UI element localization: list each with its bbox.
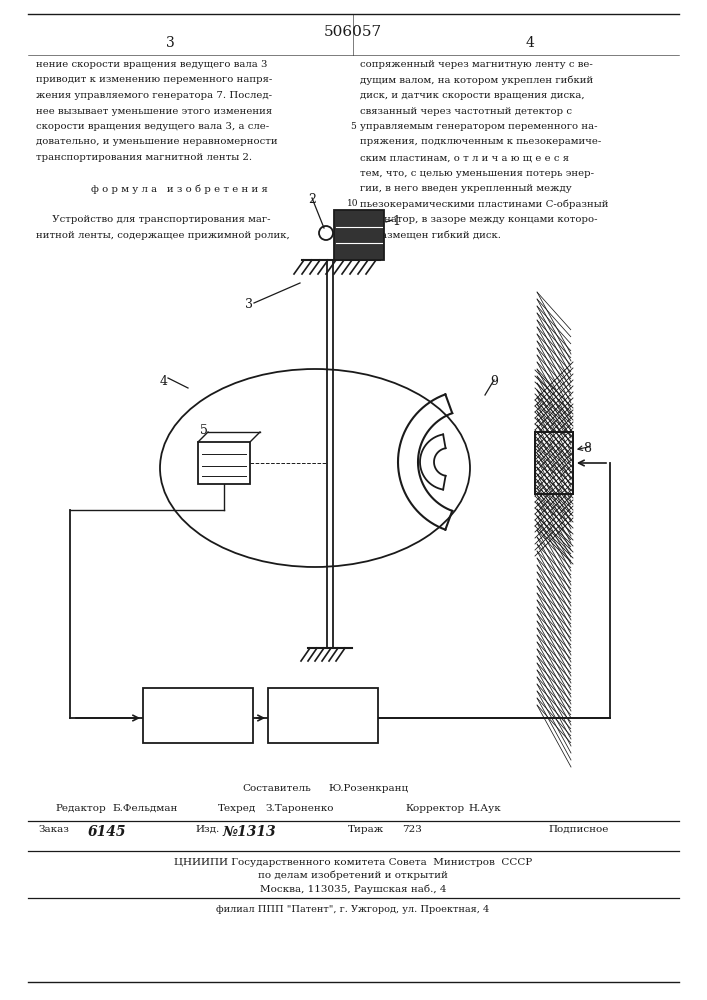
Text: Техред: Техред <box>218 804 256 813</box>
Bar <box>268 688 378 743</box>
Text: 5: 5 <box>200 424 208 437</box>
Text: связанный через частотный детектор с: связанный через частотный детектор с <box>360 106 572 115</box>
Text: Тираж: Тираж <box>348 825 384 834</box>
Text: 506057: 506057 <box>324 25 382 39</box>
Text: скорости вращения ведущего вала 3, а сле-: скорости вращения ведущего вала 3, а сле… <box>36 122 269 131</box>
Text: Москва, 113035, Раушская наб., 4: Москва, 113035, Раушская наб., 4 <box>259 884 446 894</box>
Text: Н.Аук: Н.Аук <box>468 804 501 813</box>
Text: ф о р м у л а   и з о б р е т е н и я: ф о р м у л а и з о б р е т е н и я <box>91 184 268 194</box>
Text: гии, в него введен укрепленный между: гии, в него введен укрепленный между <box>360 184 572 193</box>
Text: Подписное: Подписное <box>548 825 609 834</box>
Text: ЦНИИПИ Государственного комитета Совета  Министров  СССР: ЦНИИПИ Государственного комитета Совета … <box>174 858 532 867</box>
Text: приводит к изменению переменного напря-: приводит к изменению переменного напря- <box>36 76 272 85</box>
Text: филиал ППП "Патент", г. Ужгород, ул. Проектная, 4: филиал ППП "Патент", г. Ужгород, ул. Про… <box>216 905 490 914</box>
Text: пьезокерамическими пластинами С-образный: пьезокерамическими пластинами С-образный <box>360 200 609 209</box>
Text: 1: 1 <box>392 215 400 228</box>
Text: Устройство для транспортирования маг-: Устройство для транспортирования маг- <box>36 215 271 224</box>
Text: 7: 7 <box>317 710 329 728</box>
Text: 4: 4 <box>525 36 534 50</box>
Text: дущим валом, на котором укреплен гибкий: дущим валом, на котором укреплен гибкий <box>360 76 593 85</box>
Text: 2: 2 <box>308 193 316 206</box>
Bar <box>334 210 384 260</box>
Bar <box>535 432 573 494</box>
Text: резонатор, в зазоре между концами которо-: резонатор, в зазоре между концами которо… <box>360 215 597 224</box>
Text: Корректор: Корректор <box>405 804 464 813</box>
Text: транспортирования магнитной ленты 2.: транспортирования магнитной ленты 2. <box>36 153 252 162</box>
Bar <box>535 432 573 494</box>
Text: диск, и датчик скорости вращения диска,: диск, и датчик скорости вращения диска, <box>360 91 585 100</box>
Bar <box>198 442 250 484</box>
Text: 6145: 6145 <box>88 825 127 839</box>
Text: 8: 8 <box>583 442 591 455</box>
Text: Заказ: Заказ <box>38 825 69 834</box>
Bar <box>143 688 253 743</box>
Text: 3: 3 <box>245 298 253 311</box>
Text: Ю.Розенкранц: Ю.Розенкранц <box>328 784 408 793</box>
Text: нение скорости вращения ведущего вала 3: нение скорости вращения ведущего вала 3 <box>36 60 267 69</box>
Bar <box>535 432 573 494</box>
Text: пряжения, подключенным к пьезокерамиче-: пряжения, подключенным к пьезокерамиче- <box>360 137 601 146</box>
Text: Изд.: Изд. <box>195 825 219 834</box>
Text: Редактор: Редактор <box>55 804 106 813</box>
Text: 4: 4 <box>160 375 168 388</box>
Text: нитной ленты, содержащее прижимной ролик,: нитной ленты, содержащее прижимной ролик… <box>36 231 290 239</box>
Text: 723: 723 <box>402 825 422 834</box>
Text: тем, что, с целью уменьшения потерь энер-: тем, что, с целью уменьшения потерь энер… <box>360 168 594 178</box>
Text: 3: 3 <box>165 36 175 50</box>
Text: сопряженный через магнитную ленту с ве-: сопряженный через магнитную ленту с ве- <box>360 60 592 69</box>
Text: по делам изобретений и открытий: по делам изобретений и открытий <box>258 871 448 880</box>
Bar <box>535 432 573 494</box>
Text: нее вызывает уменьшение этого изменения: нее вызывает уменьшение этого изменения <box>36 106 272 115</box>
Text: 10: 10 <box>347 200 358 209</box>
Text: 9: 9 <box>490 375 498 388</box>
Text: довательно, и уменьшение неравномерности: довательно, и уменьшение неравномерности <box>36 137 278 146</box>
Text: З.Тароненко: З.Тароненко <box>265 804 334 813</box>
Text: №1313: №1313 <box>222 825 276 839</box>
Text: Составитель: Составитель <box>242 784 311 793</box>
Text: ским пластинам, о т л и ч а ю щ е е с я: ским пластинам, о т л и ч а ю щ е е с я <box>360 153 569 162</box>
Text: жения управляемого генератора 7. Послед-: жения управляемого генератора 7. Послед- <box>36 91 272 100</box>
Text: 6: 6 <box>192 710 204 728</box>
Text: го размещен гибкий диск.: го размещен гибкий диск. <box>360 231 501 240</box>
Text: управляемым генератором переменного на-: управляемым генератором переменного на- <box>360 122 597 131</box>
Text: Б.Фельдман: Б.Фельдман <box>112 804 177 813</box>
Text: 5: 5 <box>350 122 356 131</box>
